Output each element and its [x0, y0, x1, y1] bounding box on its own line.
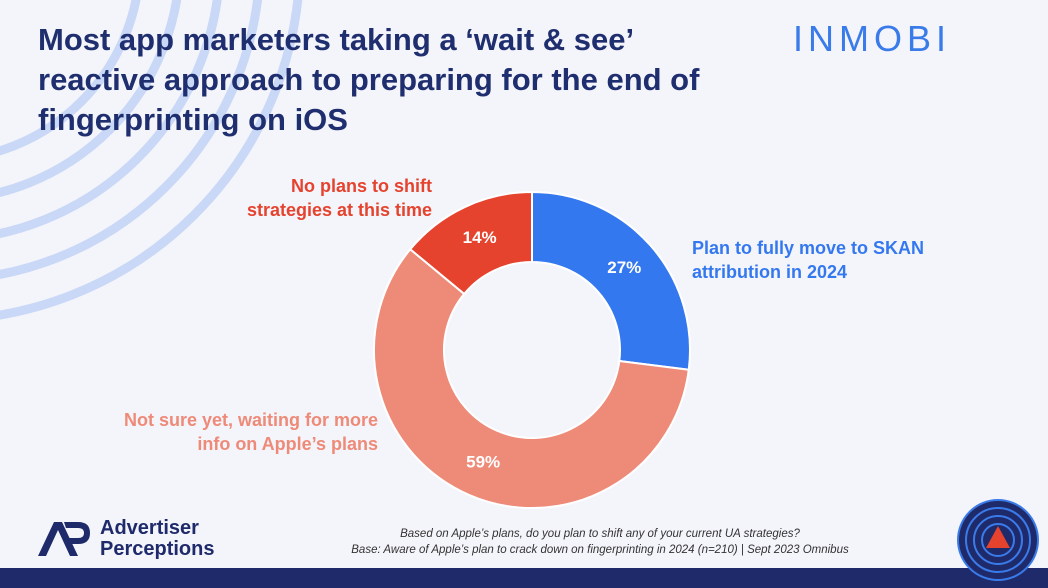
- category-label: Not sure yet, waiting for more info on A…: [123, 410, 378, 454]
- donut-segment: [408, 190, 533, 296]
- footnote: Base: Aware of Apple’s plan to crack dow…: [351, 544, 849, 556]
- category-label: No plans to shift strategies at this tim…: [246, 176, 432, 220]
- footer-bar: [0, 568, 1048, 588]
- value-label: 14%: [463, 228, 497, 247]
- value-label: 59%: [466, 452, 500, 471]
- category-label: Plan to fully move to SKAN attribution i…: [692, 238, 925, 282]
- brand: Advertiser Perceptions: [100, 517, 215, 560]
- title: Most app marketers taking a ‘wait & see’…: [38, 22, 700, 137]
- footnote: Based on Apple’s plans, do you plan to s…: [400, 528, 800, 540]
- ap-mark: [38, 522, 90, 556]
- donut-segment: [373, 247, 690, 509]
- fingerprint-icon: [957, 499, 1039, 581]
- donut-segment: [531, 190, 691, 371]
- value-label: 27%: [607, 258, 641, 277]
- logo: INMOBI: [793, 18, 952, 59]
